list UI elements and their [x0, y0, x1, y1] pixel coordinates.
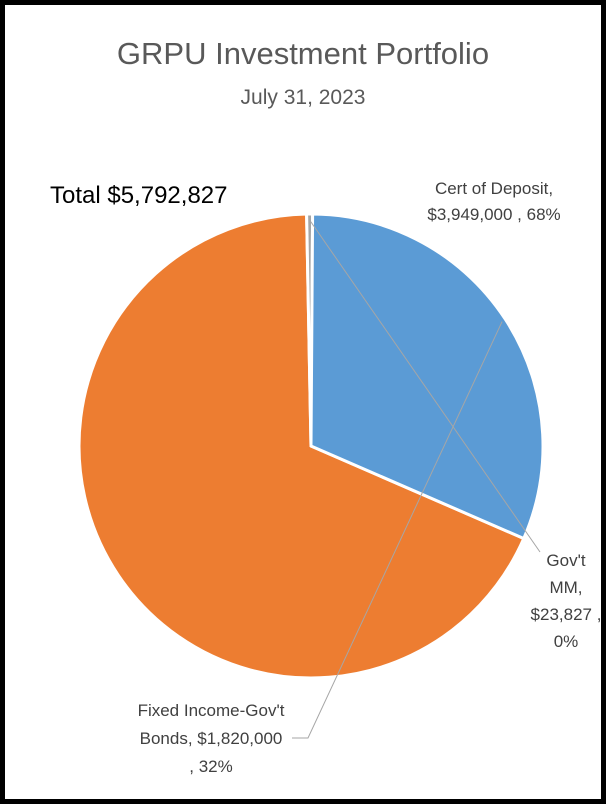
- chart-subtitle: July 31, 2023: [240, 86, 366, 109]
- data-label-line: Cert of Deposit,: [435, 179, 553, 198]
- data-label-line: $3,949,000 , 68%: [427, 205, 560, 224]
- data-label-line: $23,827 ,: [531, 605, 602, 624]
- chart-title: GRPU Investment Portfolio: [116, 36, 490, 71]
- data-label-line: MM,: [549, 578, 582, 597]
- data-label-line: , 32%: [189, 757, 232, 776]
- total-annotation: Total $5,792,827: [50, 182, 228, 209]
- leader-line-fixed-income: [292, 321, 503, 739]
- data-label-line: Gov't: [546, 551, 585, 570]
- leader-line-govt-mm: [309, 219, 541, 553]
- data-label-fixed-income: Fixed Income-Gov't Bonds, $1,820,000 , 32%: [138, 701, 285, 776]
- data-label-line: Bonds, $1,820,000: [140, 729, 283, 748]
- data-label-govt-mm: Gov't MM, $23,827 , 0%: [531, 551, 602, 651]
- data-label-line: Fixed Income-Gov't: [138, 701, 285, 720]
- data-label-line: 0%: [554, 632, 579, 651]
- pie-slice-cert-of-deposit: [77, 212, 526, 680]
- pie-slice-fixed-income: [309, 212, 545, 541]
- data-label-cert-of-deposit: Cert of Deposit, $3,949,000 , 68%: [427, 179, 560, 224]
